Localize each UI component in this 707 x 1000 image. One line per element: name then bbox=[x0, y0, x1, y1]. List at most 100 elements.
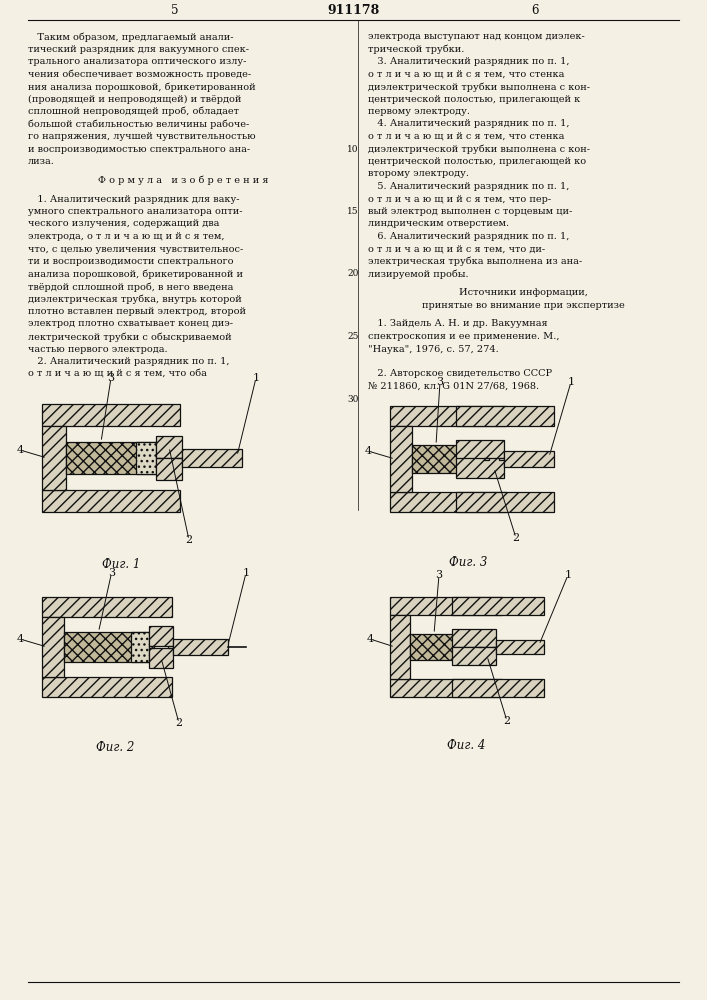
Text: лектрической трубки с обыскриваемой: лектрической трубки с обыскриваемой bbox=[28, 332, 232, 342]
Text: 2. Аналитический разрядник по п. 1,: 2. Аналитический разрядник по п. 1, bbox=[28, 357, 230, 366]
Text: Ф о р м у л а   и з о б р е т е н и я: Ф о р м у л а и з о б р е т е н и я bbox=[98, 176, 268, 185]
Text: спектроскопия и ее применение. М.,: спектроскопия и ее применение. М., bbox=[368, 332, 559, 341]
Bar bbox=[149, 646, 154, 648]
Text: го напряжения, лучшей чувствительностью: го напряжения, лучшей чувствительностью bbox=[28, 132, 256, 141]
Text: 3: 3 bbox=[107, 373, 115, 383]
Text: трической трубки.: трической трубки. bbox=[368, 44, 464, 54]
Text: диэлектрической трубки выполнена с кон-: диэлектрической трубки выполнена с кон- bbox=[368, 82, 590, 92]
Text: 10: 10 bbox=[347, 144, 358, 153]
Bar bbox=[66, 442, 156, 474]
Text: 5: 5 bbox=[171, 3, 179, 16]
Text: умного спектрального анализатора опти-: умного спектрального анализатора опти- bbox=[28, 207, 243, 216]
Text: 1: 1 bbox=[252, 373, 259, 383]
Text: электрода выступают над концом диэлек-: электрода выступают над концом диэлек- bbox=[368, 32, 585, 41]
Bar bbox=[136, 442, 156, 474]
Bar bbox=[456, 406, 554, 426]
Text: принятые во внимание при экспертизе: принятые во внимание при экспертизе bbox=[421, 301, 624, 310]
Text: частью первого электрода.: частью первого электрода. bbox=[28, 344, 168, 354]
Text: 4: 4 bbox=[16, 634, 23, 644]
Bar bbox=[499, 458, 504, 460]
Text: о т л и ч а ю щ и й с я тем, что оба: о т л и ч а ю щ и й с я тем, что оба bbox=[28, 369, 207, 378]
Bar bbox=[390, 615, 410, 679]
Text: ния анализа порошковой, брикетированной: ния анализа порошковой, брикетированной bbox=[28, 82, 256, 92]
Text: 4: 4 bbox=[364, 446, 372, 456]
Text: центрической полостью, прилегающей ко: центрической полостью, прилегающей ко bbox=[368, 157, 586, 166]
Text: о т л и ч а ю щ и й с я тем, что стенка: о т л и ч а ю щ и й с я тем, что стенка bbox=[368, 70, 564, 79]
Text: плотно вставлен первый электрод, второй: плотно вставлен первый электрод, второй bbox=[28, 307, 246, 316]
Text: 1. Аналитический разрядник для ваку-: 1. Аналитический разрядник для ваку- bbox=[28, 194, 240, 204]
Bar bbox=[456, 492, 554, 512]
Text: 15: 15 bbox=[347, 207, 359, 216]
Bar bbox=[456, 440, 504, 460]
Bar bbox=[42, 404, 180, 426]
Bar bbox=[390, 426, 412, 492]
Text: № 211860, кл. G 01N 27/68, 1968.: № 211860, кл. G 01N 27/68, 1968. bbox=[368, 382, 539, 391]
Bar bbox=[468, 445, 484, 473]
Text: электрическая трубка выполнена из ана-: электрическая трубка выполнена из ана- bbox=[368, 257, 582, 266]
Text: трального анализатора оптического излу-: трального анализатора оптического излу- bbox=[28, 57, 246, 66]
Text: линдрическим отверстием.: линдрическим отверстием. bbox=[368, 220, 509, 229]
Bar bbox=[42, 617, 64, 677]
Bar bbox=[42, 426, 66, 490]
Text: 2. Авторское свидетельство СССР: 2. Авторское свидетельство СССР bbox=[368, 369, 552, 378]
Bar bbox=[412, 445, 484, 473]
Text: 3: 3 bbox=[436, 570, 443, 580]
Text: 6. Аналитический разрядник по п. 1,: 6. Аналитический разрядник по п. 1, bbox=[368, 232, 569, 241]
Text: 1: 1 bbox=[568, 377, 575, 387]
Text: Источники информации,: Источники информации, bbox=[459, 288, 588, 297]
Text: 2: 2 bbox=[175, 718, 182, 728]
Text: 3: 3 bbox=[108, 568, 115, 578]
Text: "Наука", 1976, с. 57, 274.: "Наука", 1976, с. 57, 274. bbox=[368, 344, 498, 354]
Text: 4. Аналитический разрядник по п. 1,: 4. Аналитический разрядник по п. 1, bbox=[368, 119, 570, 128]
Text: Фиг. 3: Фиг. 3 bbox=[449, 556, 487, 569]
Bar bbox=[496, 640, 544, 654]
Text: 5. Аналитический разрядник по п. 1,: 5. Аналитический разрядник по п. 1, bbox=[368, 182, 569, 191]
Text: 6: 6 bbox=[531, 3, 539, 16]
Text: о т л и ч а ю щ и й с я тем, что стенка: о т л и ч а ю щ и й с я тем, что стенка bbox=[368, 132, 564, 141]
Bar bbox=[149, 626, 173, 646]
Bar bbox=[149, 648, 173, 668]
Text: Фиг. 4: Фиг. 4 bbox=[447, 739, 485, 752]
Bar bbox=[390, 406, 506, 426]
Bar bbox=[456, 458, 504, 478]
Text: вый электрод выполнен с торцевым ци-: вый электрод выполнен с торцевым ци- bbox=[368, 207, 572, 216]
Text: 4: 4 bbox=[366, 634, 373, 644]
Text: 1. Зайдель А. Н. и др. Вакуумная: 1. Зайдель А. Н. и др. Вакуумная bbox=[368, 320, 548, 328]
Bar bbox=[504, 451, 554, 467]
Bar bbox=[182, 449, 242, 467]
Bar bbox=[410, 634, 478, 660]
Bar bbox=[64, 632, 149, 662]
Text: диэлектрическая трубка, внутрь которой: диэлектрическая трубка, внутрь которой bbox=[28, 294, 242, 304]
Text: 20: 20 bbox=[347, 269, 358, 278]
Bar bbox=[156, 458, 182, 480]
Text: твёрдой сплошной проб, в него введена: твёрдой сплошной проб, в него введена bbox=[28, 282, 233, 292]
Text: Таким образом, предлагаемый анали-: Таким образом, предлагаемый анали- bbox=[28, 32, 233, 41]
Text: 30: 30 bbox=[347, 394, 358, 403]
Text: большой стабильностью величины рабоче-: большой стабильностью величины рабоче- bbox=[28, 119, 250, 129]
Text: 25: 25 bbox=[347, 332, 358, 341]
Bar bbox=[173, 639, 228, 655]
Bar bbox=[452, 647, 496, 665]
Text: лиза.: лиза. bbox=[28, 157, 55, 166]
Bar bbox=[42, 597, 172, 617]
Text: 1: 1 bbox=[243, 568, 250, 578]
Text: Фиг. 1: Фиг. 1 bbox=[102, 558, 140, 571]
Bar bbox=[156, 436, 182, 458]
Bar bbox=[42, 677, 172, 697]
Text: электрод плотно схватывает конец диэ-: электрод плотно схватывает конец диэ- bbox=[28, 320, 233, 328]
Bar bbox=[390, 492, 506, 512]
Text: ческого излучения, содержащий два: ческого излучения, содержащий два bbox=[28, 220, 219, 229]
Bar bbox=[390, 597, 502, 615]
Bar bbox=[42, 490, 180, 512]
Text: (проводящей и непроводящей) и твёрдой: (проводящей и непроводящей) и твёрдой bbox=[28, 95, 241, 104]
Text: Фиг. 2: Фиг. 2 bbox=[96, 741, 134, 754]
Bar bbox=[484, 458, 489, 460]
Text: сплошной непроводящей проб, обладает: сплошной непроводящей проб, обладает bbox=[28, 107, 239, 116]
Text: о т л и ч а ю щ и й с я тем, что пер-: о т л и ч а ю щ и й с я тем, что пер- bbox=[368, 194, 551, 204]
Text: 2: 2 bbox=[185, 535, 192, 545]
Text: 2: 2 bbox=[513, 533, 520, 543]
Text: центрической полостью, прилегающей к: центрической полостью, прилегающей к bbox=[368, 95, 580, 104]
Text: 3: 3 bbox=[436, 377, 443, 387]
Text: тический разрядник для вакуумного спек-: тический разрядник для вакуумного спек- bbox=[28, 44, 249, 53]
Text: и воспроизводимостью спектрального ана-: и воспроизводимостью спектрального ана- bbox=[28, 144, 250, 153]
